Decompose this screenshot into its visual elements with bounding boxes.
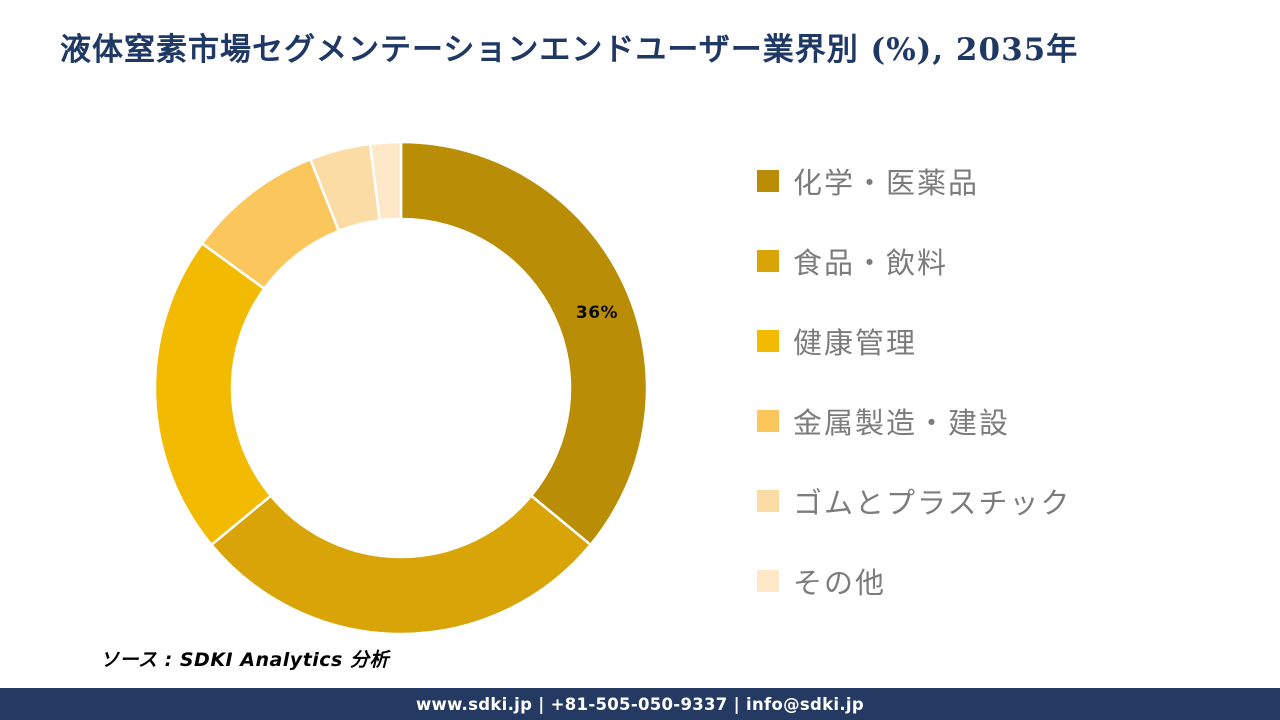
legend-label: その他: [793, 566, 887, 600]
footer-contact: www.sdki.jp | +81-505-050-9337 | info@sd…: [415, 694, 865, 714]
chart-title: 液体窒素市場セグメンテーションエンドユーザー業界別 (%), 2035年: [60, 32, 1079, 68]
legend-item: その他: [757, 541, 1071, 621]
donut-chart-svg: [153, 140, 649, 636]
chart-legend: 化学・医薬品 食品・飲料 健康管理 金属製造・建設 ゴムとプラスチック その他: [757, 141, 1071, 621]
legend-swatch-icon: [757, 250, 779, 272]
segment-value-label: 36%: [575, 303, 619, 323]
legend-label: 金属製造・建設: [793, 406, 1011, 440]
legend-swatch-icon: [757, 490, 779, 512]
legend-swatch-icon: [757, 170, 779, 192]
donut-segment-5: [368, 140, 403, 222]
legend-swatch-icon: [757, 330, 779, 352]
donut-segment-1: [210, 494, 592, 636]
legend-item: 金属製造・建設: [757, 381, 1071, 461]
legend-label: 食品・飲料: [793, 246, 949, 280]
donut-segment-0: [399, 140, 649, 547]
donut-segment-2: [153, 242, 273, 547]
legend-item: 食品・飲料: [757, 221, 1071, 301]
legend-swatch-icon: [757, 410, 779, 432]
legend-item: 健康管理: [757, 301, 1071, 381]
donut-chart: 36%: [140, 127, 662, 649]
legend-item: ゴムとプラスチック: [757, 461, 1071, 541]
legend-item: 化学・医薬品: [757, 141, 1071, 221]
legend-swatch-icon: [757, 570, 779, 592]
legend-label: 健康管理: [793, 326, 918, 360]
source-note: ソース : SDKI Analytics 分析: [100, 649, 389, 671]
legend-label: 化学・医薬品: [793, 166, 980, 200]
footer-bar: www.sdki.jp | +81-505-050-9337 | info@sd…: [0, 688, 1280, 720]
legend-label: ゴムとプラスチック: [793, 486, 1072, 520]
